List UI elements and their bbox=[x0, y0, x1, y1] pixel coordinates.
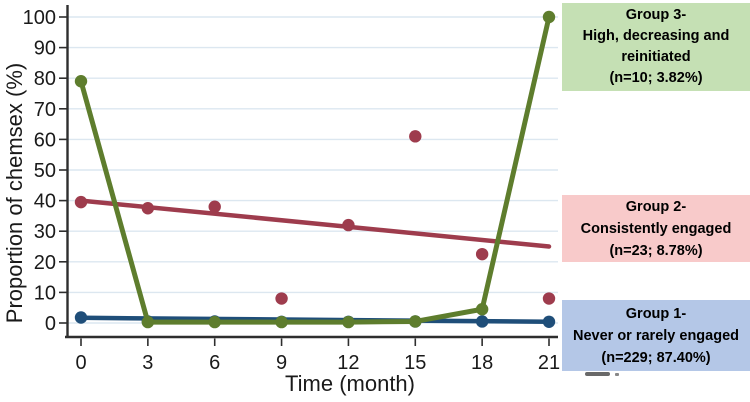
data-point bbox=[74, 311, 88, 324]
data-point bbox=[409, 130, 422, 143]
data-point bbox=[475, 315, 489, 328]
data-point bbox=[208, 200, 221, 213]
data-point bbox=[542, 315, 556, 328]
legend-group2-title: Group 2- bbox=[625, 198, 687, 215]
y-axis-title: Proportion of chemsex (%) bbox=[2, 62, 27, 324]
x-axis-title: Time (month) bbox=[285, 371, 415, 396]
data-point bbox=[74, 75, 88, 88]
data-point bbox=[275, 315, 288, 329]
data-point bbox=[475, 247, 489, 261]
y-tick-label: 70 bbox=[34, 99, 56, 121]
x-tick-label: 15 bbox=[404, 352, 426, 374]
y-tick-label: 10 bbox=[34, 282, 56, 304]
x-tick-label: 6 bbox=[209, 352, 220, 374]
legend-group2: Group 2- Consistently engaged (n=23; 8.7… bbox=[562, 195, 750, 262]
legend-group2-count: (n=23; 8.78%) bbox=[609, 242, 703, 259]
legend-group3-desc-1: High, decreasing and bbox=[582, 28, 730, 44]
trend-line bbox=[78, 14, 552, 325]
y-tick-label: 100 bbox=[23, 7, 56, 29]
legend-group3-count: (n=10; 3.82%) bbox=[609, 70, 703, 86]
data-point bbox=[342, 218, 355, 232]
cropped-text-artifact-dot bbox=[615, 373, 619, 376]
legend-group1: Group 1- Never or rarely engaged (n=229;… bbox=[562, 300, 750, 371]
data-point bbox=[409, 315, 422, 328]
data-point bbox=[342, 315, 355, 329]
data-point bbox=[141, 202, 155, 215]
legend-group1-title: Group 1- bbox=[625, 305, 687, 322]
trend-line bbox=[78, 198, 552, 249]
y-tick-label: 90 bbox=[34, 38, 56, 60]
y-tick-label: 30 bbox=[34, 221, 56, 243]
data-point bbox=[542, 10, 556, 24]
y-tick-label: 20 bbox=[34, 252, 56, 274]
cropped-text-artifact bbox=[585, 372, 610, 376]
data-point bbox=[74, 195, 88, 209]
y-tick-label: 80 bbox=[34, 68, 56, 90]
y-tick-label: 40 bbox=[34, 191, 56, 213]
legend-group3-title: Group 3- bbox=[625, 7, 687, 23]
data-point bbox=[208, 315, 221, 329]
x-tick-label: 21 bbox=[538, 352, 560, 374]
data-point bbox=[141, 315, 155, 329]
x-tick-label: 9 bbox=[276, 352, 287, 374]
legend-group3: Group 3- High, decreasing and reinitiate… bbox=[562, 3, 750, 91]
legend-group1-desc: Never or rarely engaged bbox=[572, 327, 740, 344]
x-tick-label: 0 bbox=[75, 352, 86, 374]
x-tick-label: 3 bbox=[142, 352, 153, 374]
data-point bbox=[275, 292, 288, 305]
legend-group1-count: (n=229; 87.40%) bbox=[601, 349, 711, 366]
y-tick-label: 50 bbox=[34, 160, 56, 182]
data-point bbox=[475, 303, 489, 316]
legend-group3-desc-2: reinitiated bbox=[621, 49, 691, 65]
x-tick-label: 12 bbox=[337, 352, 359, 374]
legend-group2-desc: Consistently engaged bbox=[580, 220, 732, 237]
y-tick-label: 60 bbox=[34, 129, 56, 151]
y-tick-label: 0 bbox=[45, 313, 56, 335]
data-point bbox=[542, 292, 556, 305]
x-tick-label: 18 bbox=[471, 352, 493, 374]
